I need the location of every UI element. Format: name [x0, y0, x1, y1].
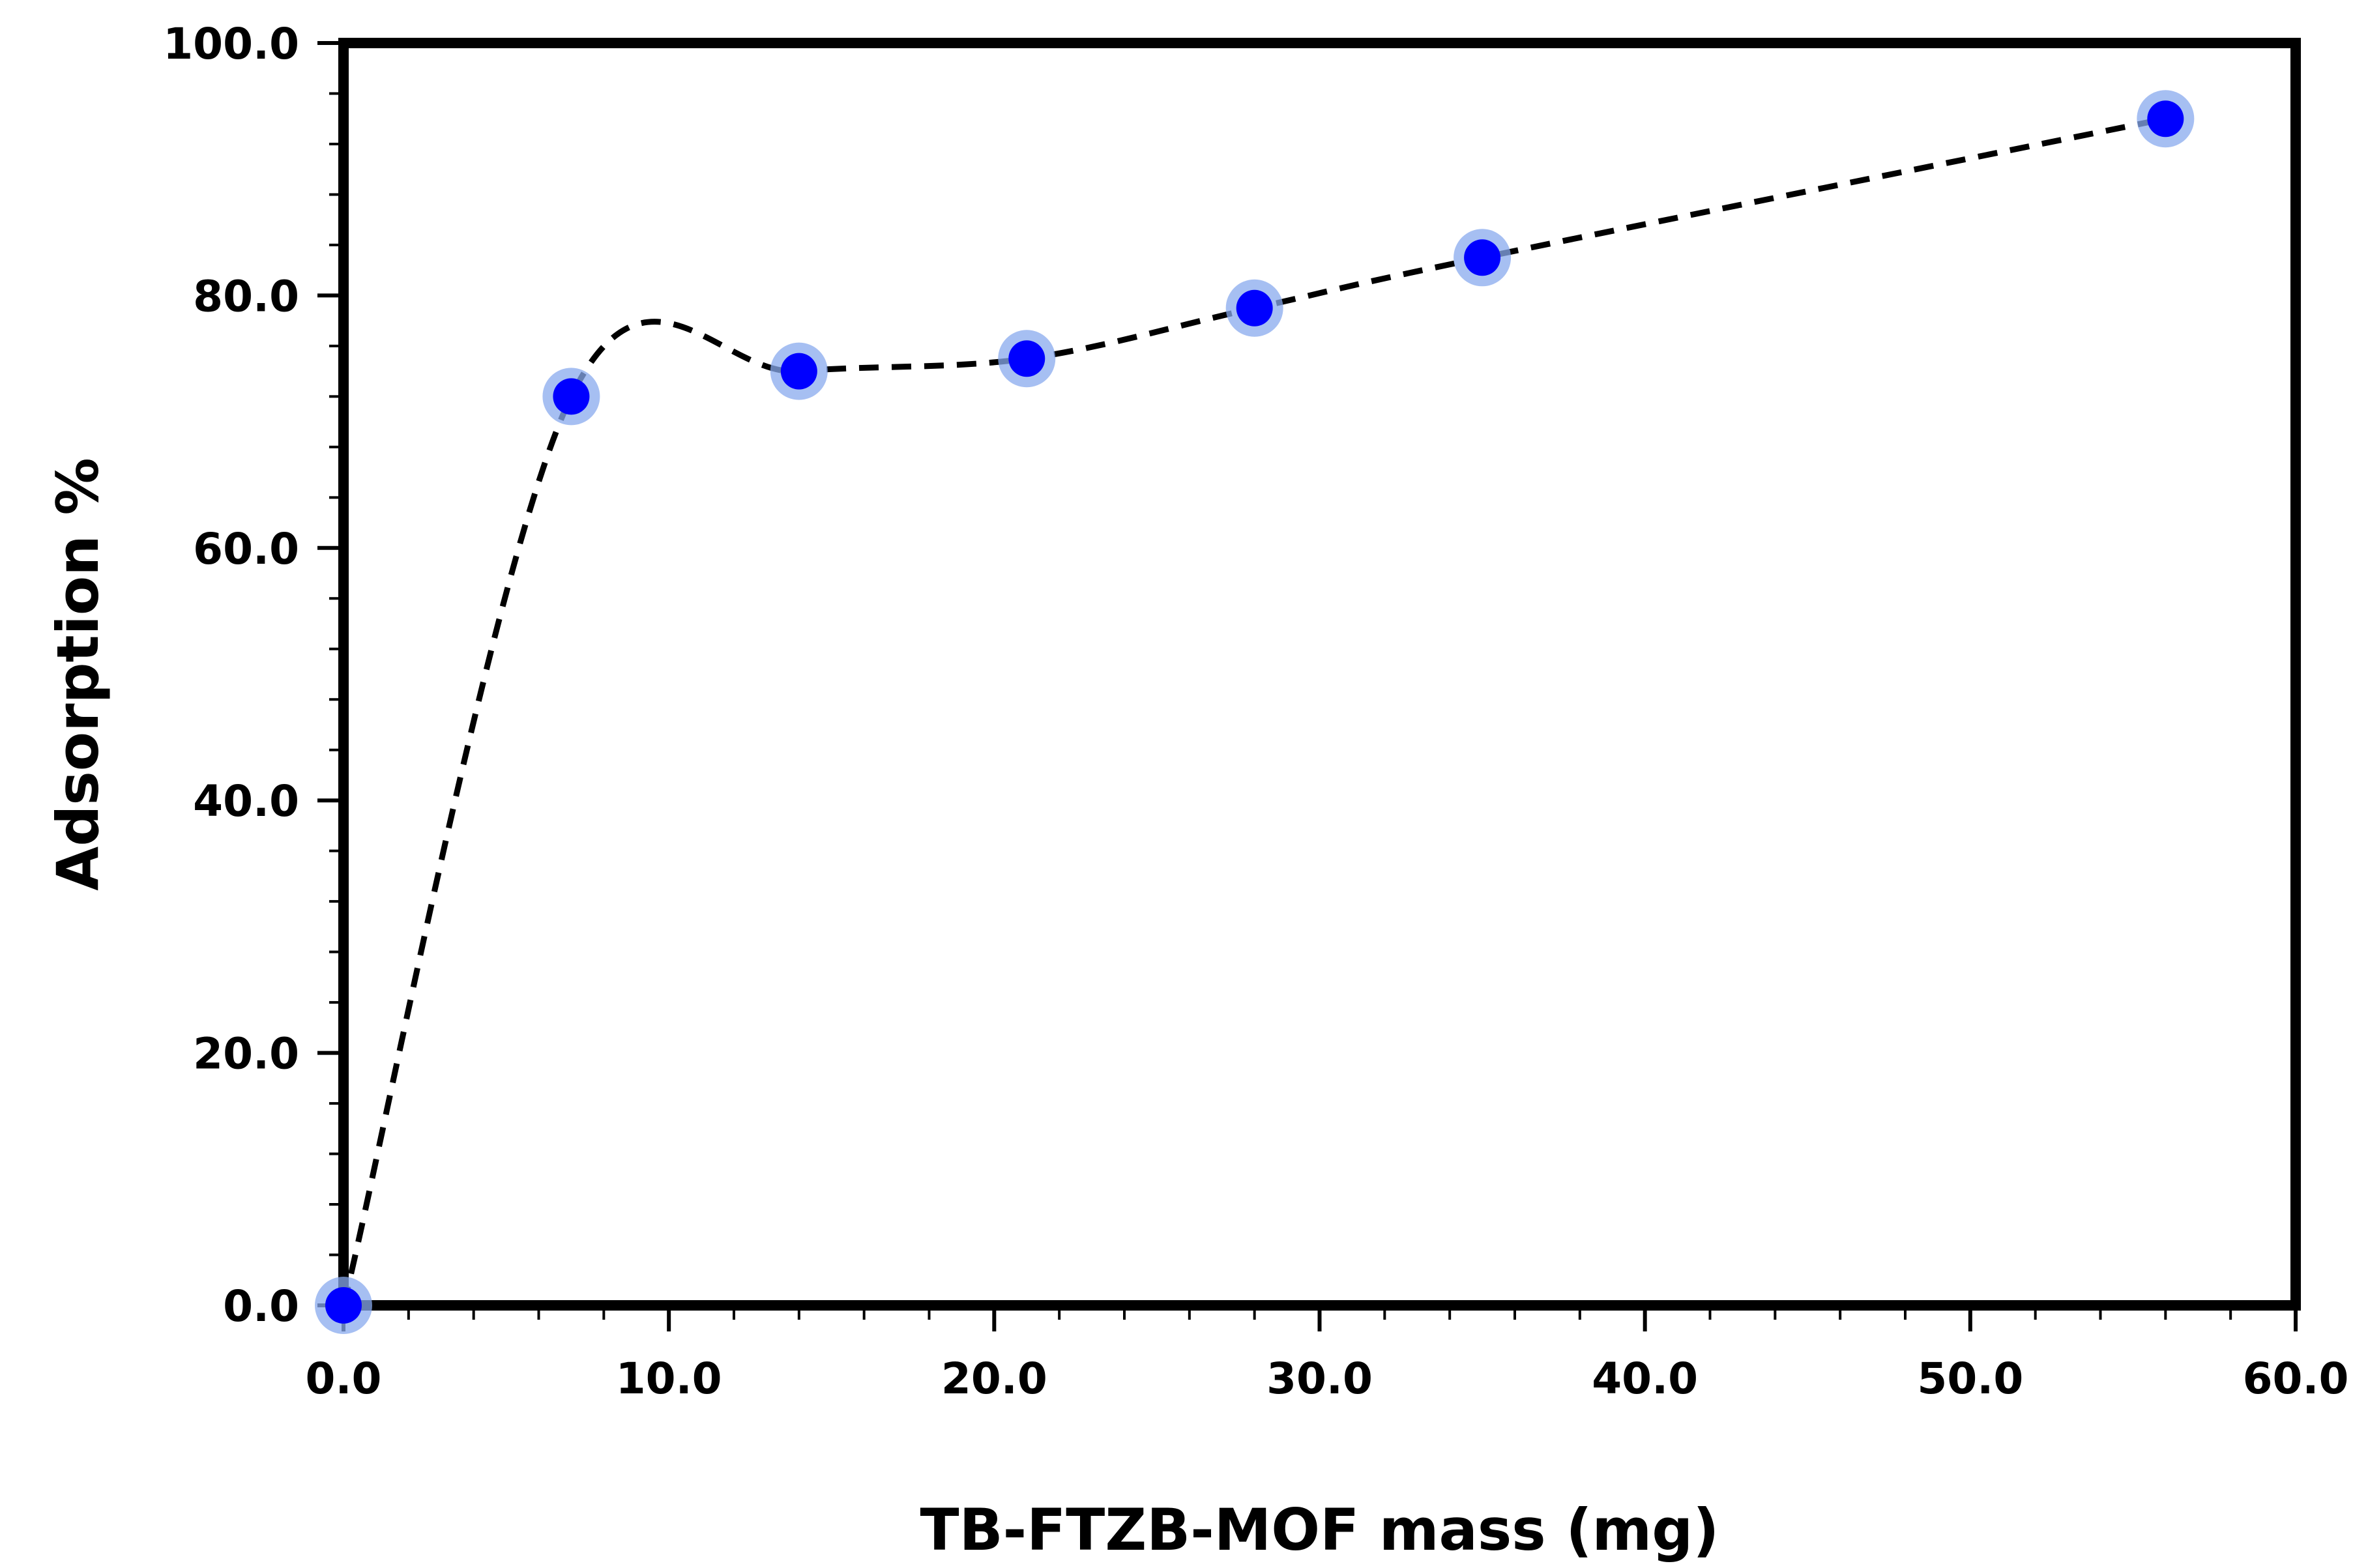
y-tick-label: 100.0 — [163, 19, 299, 69]
x-tick-label: 50.0 — [1917, 1354, 2023, 1404]
x-tick-labels: 0.0 10.0 20.0 30.0 40.0 50.0 60.0 — [306, 1354, 2349, 1404]
y-tick-label: 20.0 — [193, 1029, 299, 1079]
data-point — [325, 1287, 362, 1324]
y-tick-label: 0.0 — [223, 1281, 299, 1331]
plot-frame — [338, 38, 2301, 1311]
y-tick-label: 60.0 — [193, 524, 299, 574]
minor-ticks — [329, 92, 2232, 1320]
data-point — [1008, 340, 1045, 377]
data-point — [780, 353, 817, 390]
x-tick-label: 0.0 — [306, 1354, 382, 1404]
x-tick-label: 40.0 — [1592, 1354, 1698, 1404]
major-ticks — [317, 41, 2298, 1331]
y-tick-label: 80.0 — [193, 271, 299, 321]
y-tick-labels: 0.0 20.0 40.0 60.0 80.0 100.0 — [163, 19, 299, 1331]
y-tick-label: 40.0 — [193, 776, 299, 826]
x-axis-title: TB-FTZB-MOF mass (mg) — [920, 1496, 1719, 1563]
data-points — [315, 90, 2195, 1334]
y-axis-title: Adsorption % — [44, 457, 111, 890]
x-tick-label: 10.0 — [616, 1354, 722, 1404]
trend-line — [340, 115, 2167, 1307]
data-point — [2147, 100, 2184, 138]
data-point — [1236, 289, 1273, 327]
x-tick-label: 60.0 — [2243, 1354, 2349, 1404]
x-tick-label: 30.0 — [1266, 1354, 1373, 1404]
data-point — [1464, 239, 1501, 276]
x-tick-label: 20.0 — [941, 1354, 1047, 1404]
data-point — [553, 378, 590, 415]
